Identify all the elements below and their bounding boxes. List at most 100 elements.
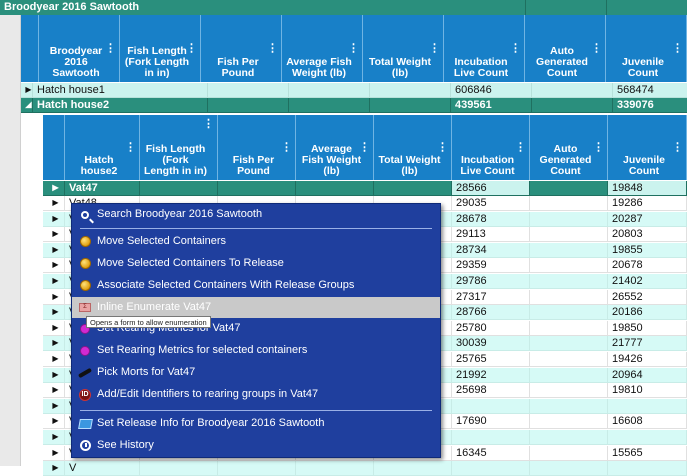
menu-item-pick-morts[interactable]: Pick Morts for Vat47 [72, 362, 440, 383]
column-menu-icon[interactable]: ⋮ [359, 141, 370, 153]
table-row-hatch-house1[interactable]: ▶ Hatch house1 606846 568474 [21, 83, 687, 98]
col-header-incubation[interactable]: Incubation Live Count ⋮ [444, 15, 525, 82]
expand-row-icon[interactable]: ▶ [43, 383, 65, 398]
table-row[interactable]: ▶V [43, 461, 687, 476]
context-menu: Search Broodyear 2016 Sawtooth Move Sele… [71, 203, 441, 458]
col-header-avg-weight[interactable]: Average Fish Weight (lb) ⋮ [282, 15, 363, 82]
col-header-total-weight[interactable]: Total Weight (lb) ⋮ [363, 15, 444, 82]
menu-item-release-info[interactable]: Set Release Info for Broodyear 2016 Sawt… [72, 413, 440, 434]
menu-item-inline-enumerate[interactable]: Σ Inline Enumerate Vat47 [72, 297, 440, 318]
col-header-label: Average Fish Weight (lb) [301, 143, 362, 177]
collapse-row-icon[interactable]: ◢ [21, 98, 33, 113]
expand-row-icon[interactable]: ▶ [43, 352, 65, 367]
column-menu-icon[interactable]: ⋮ [437, 141, 448, 153]
cell-auto-count [530, 446, 608, 461]
menu-item-search[interactable]: Search Broodyear 2016 Sawtooth [72, 204, 440, 225]
cell-incubation: 21992 [452, 368, 530, 383]
column-menu-icon[interactable]: ⋮ [105, 42, 116, 54]
cell-auto-count [530, 336, 608, 351]
col-header-group[interactable]: Broodyear 2016 Sawtooth ⋮ [39, 15, 120, 82]
column-menu-icon[interactable]: ⋮ [672, 141, 683, 153]
cell-avg-weight [289, 98, 370, 113]
cell-juvenile: 19810 [608, 383, 687, 398]
column-menu-icon[interactable]: ⋮ [348, 42, 359, 54]
expand-row-icon[interactable]: ▶ [43, 258, 65, 273]
col-header-label: Average Fish Weight (lb) [286, 56, 352, 79]
col-header-fish-length[interactable]: Fish Length (Fork Length in in) ⋮ [140, 115, 218, 180]
expand-row-icon[interactable]: ▶ [43, 212, 65, 227]
menu-item-associate-release-groups[interactable]: Associate Selected Containers With Relea… [72, 275, 440, 296]
col-header-label: Juvenile Count [622, 154, 666, 177]
expand-row-icon[interactable]: ▶ [43, 290, 65, 305]
col-header-avg-weight[interactable]: Average Fish Weight (lb) ⋮ [296, 115, 374, 180]
expand-row-icon[interactable]: ▶ [43, 430, 65, 445]
expand-row-icon[interactable]: ▶ [43, 181, 65, 196]
column-menu-icon[interactable]: ⋮ [186, 42, 197, 54]
cell-total-weight [370, 83, 451, 98]
menu-item-see-history[interactable]: See History [72, 435, 440, 456]
col-header-juvenile[interactable]: Juvenile Count ⋮ [608, 115, 687, 180]
cell-juvenile: 19848 [608, 181, 687, 196]
cell-incubation: 28566 [452, 181, 530, 196]
col-header-juvenile[interactable]: Juvenile Count ⋮ [606, 15, 687, 82]
column-menu-icon[interactable]: ⋮ [429, 42, 440, 54]
cell-auto-count [530, 399, 608, 414]
cell-auto-count [530, 414, 608, 429]
menu-item-identifiers[interactable]: ID Add/Edit Identifiers to rearing group… [72, 384, 440, 405]
column-menu-icon[interactable]: ⋮ [672, 42, 683, 54]
tooltip: Opens a form to allow enumeration [86, 316, 211, 328]
header-expander-spacer [21, 15, 39, 82]
cell-auto-count [530, 352, 608, 367]
column-menu-icon[interactable]: ⋮ [515, 141, 526, 153]
expand-row-icon[interactable]: ▶ [43, 227, 65, 242]
menu-item-label: Set Rearing Metrics for selected contain… [97, 344, 308, 356]
menu-item-label: Move Selected Containers [97, 235, 227, 247]
expand-row-icon[interactable]: ▶ [43, 336, 65, 351]
expand-row-icon[interactable]: ▶ [43, 399, 65, 414]
col-header-label: Broodyear 2016 Sawtooth [49, 45, 103, 79]
cell-avg-weight [289, 83, 370, 98]
col-header-container[interactable]: Hatch house2 ⋮ [65, 115, 140, 180]
cell-auto-count [532, 83, 613, 98]
col-header-fish-length[interactable]: Fish Length (Fork Length in in) ⋮ [120, 15, 201, 82]
cell-avg-weight [296, 181, 374, 196]
col-header-fish-per-pound[interactable]: Fish Per Pound ⋮ [218, 115, 296, 180]
expand-row-icon[interactable]: ▶ [43, 368, 65, 383]
col-header-auto-count[interactable]: Auto Generated Count ⋮ [525, 15, 606, 82]
expand-row-icon[interactable]: ▶ [21, 83, 33, 98]
column-menu-icon[interactable]: ⋮ [267, 42, 278, 54]
cell-auto-count [530, 243, 608, 258]
menu-item-rearing-metrics-selected[interactable]: Set Rearing Metrics for selected contain… [72, 340, 440, 361]
column-menu-icon[interactable]: ⋮ [593, 141, 604, 153]
col-header-total-weight[interactable]: Total Weight (lb) ⋮ [374, 115, 452, 180]
expand-row-icon[interactable]: ▶ [43, 274, 65, 289]
menu-item-move-containers[interactable]: Move Selected Containers [72, 231, 440, 252]
expand-row-icon[interactable]: ▶ [43, 414, 65, 429]
expand-row-icon[interactable]: ▶ [43, 446, 65, 461]
coin-icon [78, 279, 92, 293]
cell-incubation: 25765 [452, 352, 530, 367]
column-menu-icon[interactable]: ⋮ [510, 42, 521, 54]
menu-item-label: Move Selected Containers To Release [97, 257, 284, 269]
column-menu-icon[interactable]: ⋮ [281, 141, 292, 153]
table-row-selected[interactable]: ▶ Vat47 28566 19848 [43, 181, 687, 196]
history-clock-icon [78, 439, 92, 453]
coin-icon [78, 235, 92, 249]
menu-item-label: Associate Selected Containers With Relea… [97, 279, 355, 291]
cell-incubation: 28678 [452, 212, 530, 227]
col-header-fish-per-pound[interactable]: Fish Per Pound ⋮ [201, 15, 282, 82]
column-menu-icon[interactable]: ⋮ [125, 141, 136, 153]
expand-row-icon[interactable]: ▶ [43, 243, 65, 258]
cell-auto-count [530, 290, 608, 305]
expand-row-icon[interactable]: ▶ [43, 461, 65, 476]
col-header-label: Auto Generated Count [539, 143, 592, 177]
expand-row-icon[interactable]: ▶ [43, 196, 65, 211]
column-menu-icon[interactable]: ⋮ [203, 118, 214, 130]
table-row-hatch-house2[interactable]: ◢ Hatch house2 439561 339076 [21, 98, 687, 113]
col-header-auto-count[interactable]: Auto Generated Count ⋮ [530, 115, 608, 180]
column-menu-icon[interactable]: ⋮ [591, 42, 602, 54]
menu-item-move-to-release[interactable]: Move Selected Containers To Release [72, 253, 440, 274]
expand-row-icon[interactable]: ▶ [43, 321, 65, 336]
col-header-incubation[interactable]: Incubation Live Count ⋮ [452, 115, 530, 180]
expand-row-icon[interactable]: ▶ [43, 305, 65, 320]
